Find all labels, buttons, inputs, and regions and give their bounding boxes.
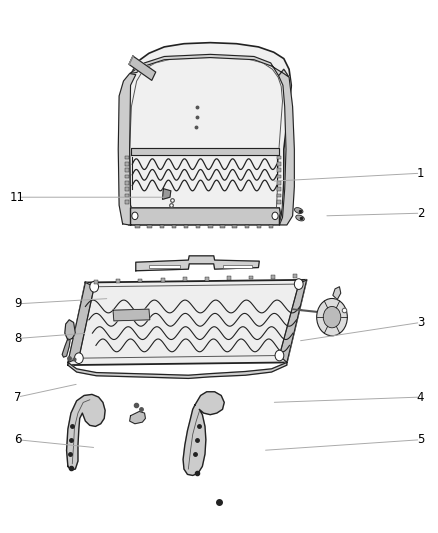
Bar	[125, 168, 129, 172]
Text: 4: 4	[417, 391, 424, 403]
Bar	[208, 225, 212, 228]
Bar	[257, 225, 261, 228]
Bar	[277, 200, 281, 204]
Text: 11: 11	[10, 191, 25, 204]
Bar	[293, 274, 297, 278]
Bar	[223, 265, 252, 268]
Circle shape	[74, 353, 83, 364]
Bar	[183, 278, 187, 281]
Polygon shape	[183, 392, 224, 475]
Bar	[227, 276, 231, 280]
Bar	[245, 225, 249, 228]
Ellipse shape	[294, 208, 303, 213]
Circle shape	[90, 281, 99, 292]
Bar	[125, 187, 129, 191]
Text: 9: 9	[14, 297, 21, 310]
Polygon shape	[279, 69, 294, 225]
Polygon shape	[129, 56, 155, 80]
Bar	[205, 277, 209, 280]
Bar	[125, 193, 129, 197]
Circle shape	[317, 298, 347, 336]
Polygon shape	[130, 411, 145, 424]
Bar	[135, 225, 140, 228]
Text: 2: 2	[417, 207, 424, 220]
Bar	[277, 175, 281, 179]
Circle shape	[323, 306, 341, 328]
Bar	[138, 279, 142, 282]
Polygon shape	[136, 256, 259, 271]
Bar	[277, 156, 281, 159]
Bar	[220, 225, 225, 228]
Bar	[125, 156, 129, 159]
Bar	[277, 181, 281, 184]
Polygon shape	[62, 338, 70, 357]
Text: 1: 1	[417, 167, 424, 180]
Circle shape	[275, 350, 284, 361]
Bar	[161, 278, 165, 282]
Polygon shape	[131, 208, 280, 225]
Polygon shape	[68, 280, 307, 365]
Bar	[172, 225, 176, 228]
Bar	[277, 162, 281, 166]
Bar	[94, 280, 98, 284]
Bar	[249, 276, 253, 279]
Polygon shape	[67, 394, 105, 470]
Circle shape	[272, 212, 278, 220]
Polygon shape	[333, 287, 341, 300]
Circle shape	[132, 212, 138, 220]
Bar	[196, 225, 201, 228]
Text: 7: 7	[14, 391, 21, 403]
Bar	[159, 225, 164, 228]
Polygon shape	[122, 43, 291, 225]
Text: 6: 6	[14, 433, 21, 446]
Polygon shape	[68, 362, 287, 378]
Polygon shape	[131, 148, 279, 155]
Polygon shape	[68, 282, 94, 362]
Bar	[125, 162, 129, 166]
Bar	[277, 193, 281, 197]
Bar	[149, 265, 180, 268]
Bar	[184, 225, 188, 228]
Bar	[117, 279, 120, 283]
Bar	[148, 225, 152, 228]
Polygon shape	[130, 54, 289, 77]
Bar	[277, 168, 281, 172]
Bar	[271, 275, 275, 279]
Ellipse shape	[296, 215, 304, 221]
Polygon shape	[162, 189, 171, 199]
Bar	[125, 200, 129, 204]
Polygon shape	[118, 74, 137, 225]
Text: 8: 8	[14, 332, 21, 345]
Polygon shape	[279, 280, 307, 362]
Text: 5: 5	[417, 433, 424, 446]
Bar	[125, 175, 129, 179]
Polygon shape	[129, 56, 133, 64]
Bar	[269, 225, 273, 228]
Bar	[277, 187, 281, 191]
Bar	[233, 225, 237, 228]
Polygon shape	[113, 309, 150, 321]
Circle shape	[294, 279, 303, 289]
Bar	[125, 181, 129, 184]
Polygon shape	[65, 320, 75, 340]
Text: 3: 3	[417, 316, 424, 329]
